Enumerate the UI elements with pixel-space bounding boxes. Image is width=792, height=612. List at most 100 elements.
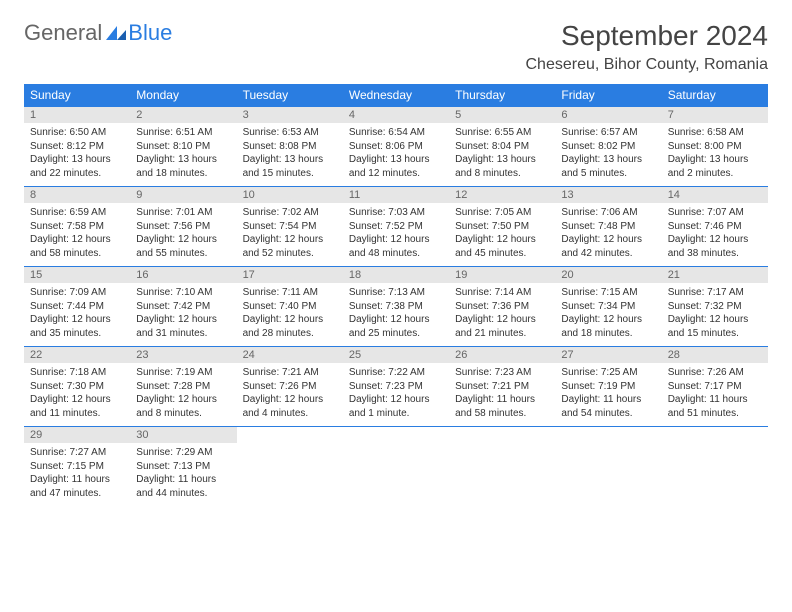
weekday-header: Monday bbox=[130, 84, 236, 107]
day-content: Sunrise: 7:25 AMSunset: 7:19 PMDaylight:… bbox=[555, 363, 661, 426]
weekday-header: Sunday bbox=[24, 84, 130, 107]
day-number: 11 bbox=[343, 187, 449, 203]
day-number: 10 bbox=[237, 187, 343, 203]
logo: General Blue bbox=[24, 20, 172, 46]
weekday-header: Wednesday bbox=[343, 84, 449, 107]
day-number: 4 bbox=[343, 107, 449, 123]
calendar-table: SundayMondayTuesdayWednesdayThursdayFrid… bbox=[24, 84, 768, 506]
calendar-day-cell: 7Sunrise: 6:58 AMSunset: 8:00 PMDaylight… bbox=[662, 107, 768, 187]
day-number: 16 bbox=[130, 267, 236, 283]
calendar-day-cell: 16Sunrise: 7:10 AMSunset: 7:42 PMDayligh… bbox=[130, 267, 236, 347]
calendar-week-row: 29Sunrise: 7:27 AMSunset: 7:15 PMDayligh… bbox=[24, 427, 768, 507]
calendar-day-cell: 30Sunrise: 7:29 AMSunset: 7:13 PMDayligh… bbox=[130, 427, 236, 507]
calendar-day-cell: 21Sunrise: 7:17 AMSunset: 7:32 PMDayligh… bbox=[662, 267, 768, 347]
day-number: 26 bbox=[449, 347, 555, 363]
calendar-day-cell: 14Sunrise: 7:07 AMSunset: 7:46 PMDayligh… bbox=[662, 187, 768, 267]
day-content: Sunrise: 7:14 AMSunset: 7:36 PMDaylight:… bbox=[449, 283, 555, 346]
day-number: 15 bbox=[24, 267, 130, 283]
calendar-day-cell: 27Sunrise: 7:25 AMSunset: 7:19 PMDayligh… bbox=[555, 347, 661, 427]
day-content: Sunrise: 7:27 AMSunset: 7:15 PMDaylight:… bbox=[24, 443, 130, 506]
day-content: Sunrise: 7:17 AMSunset: 7:32 PMDaylight:… bbox=[662, 283, 768, 346]
calendar-day-cell: 3Sunrise: 6:53 AMSunset: 8:08 PMDaylight… bbox=[237, 107, 343, 187]
calendar-day-cell bbox=[449, 427, 555, 507]
day-content: Sunrise: 6:57 AMSunset: 8:02 PMDaylight:… bbox=[555, 123, 661, 186]
day-number: 27 bbox=[555, 347, 661, 363]
calendar-day-cell: 25Sunrise: 7:22 AMSunset: 7:23 PMDayligh… bbox=[343, 347, 449, 427]
day-number: 7 bbox=[662, 107, 768, 123]
calendar-day-cell: 4Sunrise: 6:54 AMSunset: 8:06 PMDaylight… bbox=[343, 107, 449, 187]
calendar-day-cell: 24Sunrise: 7:21 AMSunset: 7:26 PMDayligh… bbox=[237, 347, 343, 427]
calendar-day-cell: 19Sunrise: 7:14 AMSunset: 7:36 PMDayligh… bbox=[449, 267, 555, 347]
calendar-day-cell: 18Sunrise: 7:13 AMSunset: 7:38 PMDayligh… bbox=[343, 267, 449, 347]
day-content: Sunrise: 6:59 AMSunset: 7:58 PMDaylight:… bbox=[24, 203, 130, 266]
calendar-day-cell bbox=[343, 427, 449, 507]
day-content: Sunrise: 6:51 AMSunset: 8:10 PMDaylight:… bbox=[130, 123, 236, 186]
day-number: 21 bbox=[662, 267, 768, 283]
day-number: 20 bbox=[555, 267, 661, 283]
day-number: 30 bbox=[130, 427, 236, 443]
calendar-day-cell: 23Sunrise: 7:19 AMSunset: 7:28 PMDayligh… bbox=[130, 347, 236, 427]
calendar-day-cell: 9Sunrise: 7:01 AMSunset: 7:56 PMDaylight… bbox=[130, 187, 236, 267]
day-number: 23 bbox=[130, 347, 236, 363]
calendar-day-cell: 17Sunrise: 7:11 AMSunset: 7:40 PMDayligh… bbox=[237, 267, 343, 347]
logo-text-blue: Blue bbox=[128, 20, 172, 46]
day-number: 5 bbox=[449, 107, 555, 123]
calendar-day-cell: 6Sunrise: 6:57 AMSunset: 8:02 PMDaylight… bbox=[555, 107, 661, 187]
day-number: 29 bbox=[24, 427, 130, 443]
day-content: Sunrise: 7:01 AMSunset: 7:56 PMDaylight:… bbox=[130, 203, 236, 266]
day-number: 1 bbox=[24, 107, 130, 123]
weekday-header: Tuesday bbox=[237, 84, 343, 107]
calendar-day-cell: 11Sunrise: 7:03 AMSunset: 7:52 PMDayligh… bbox=[343, 187, 449, 267]
day-content: Sunrise: 6:50 AMSunset: 8:12 PMDaylight:… bbox=[24, 123, 130, 186]
day-content: Sunrise: 7:06 AMSunset: 7:48 PMDaylight:… bbox=[555, 203, 661, 266]
day-number: 8 bbox=[24, 187, 130, 203]
day-number: 22 bbox=[24, 347, 130, 363]
calendar-week-row: 22Sunrise: 7:18 AMSunset: 7:30 PMDayligh… bbox=[24, 347, 768, 427]
day-content: Sunrise: 7:29 AMSunset: 7:13 PMDaylight:… bbox=[130, 443, 236, 506]
weekday-header-row: SundayMondayTuesdayWednesdayThursdayFrid… bbox=[24, 84, 768, 107]
day-content: Sunrise: 7:23 AMSunset: 7:21 PMDaylight:… bbox=[449, 363, 555, 426]
weekday-header: Friday bbox=[555, 84, 661, 107]
day-number: 19 bbox=[449, 267, 555, 283]
day-number: 14 bbox=[662, 187, 768, 203]
day-content: Sunrise: 7:22 AMSunset: 7:23 PMDaylight:… bbox=[343, 363, 449, 426]
calendar-day-cell: 28Sunrise: 7:26 AMSunset: 7:17 PMDayligh… bbox=[662, 347, 768, 427]
calendar-day-cell: 22Sunrise: 7:18 AMSunset: 7:30 PMDayligh… bbox=[24, 347, 130, 427]
day-content: Sunrise: 7:21 AMSunset: 7:26 PMDaylight:… bbox=[237, 363, 343, 426]
day-content: Sunrise: 7:09 AMSunset: 7:44 PMDaylight:… bbox=[24, 283, 130, 346]
calendar-day-cell bbox=[555, 427, 661, 507]
location: Chesereu, Bihor County, Romania bbox=[526, 56, 769, 74]
calendar-day-cell: 8Sunrise: 6:59 AMSunset: 7:58 PMDaylight… bbox=[24, 187, 130, 267]
day-content: Sunrise: 7:05 AMSunset: 7:50 PMDaylight:… bbox=[449, 203, 555, 266]
calendar-day-cell: 20Sunrise: 7:15 AMSunset: 7:34 PMDayligh… bbox=[555, 267, 661, 347]
calendar-day-cell: 2Sunrise: 6:51 AMSunset: 8:10 PMDaylight… bbox=[130, 107, 236, 187]
day-number: 28 bbox=[662, 347, 768, 363]
logo-icon bbox=[106, 20, 128, 46]
day-content: Sunrise: 6:58 AMSunset: 8:00 PMDaylight:… bbox=[662, 123, 768, 186]
day-number: 25 bbox=[343, 347, 449, 363]
day-content: Sunrise: 7:19 AMSunset: 7:28 PMDaylight:… bbox=[130, 363, 236, 426]
calendar-day-cell: 29Sunrise: 7:27 AMSunset: 7:15 PMDayligh… bbox=[24, 427, 130, 507]
logo-text-general: General bbox=[24, 20, 102, 46]
calendar-week-row: 1Sunrise: 6:50 AMSunset: 8:12 PMDaylight… bbox=[24, 107, 768, 187]
calendar-body: 1Sunrise: 6:50 AMSunset: 8:12 PMDaylight… bbox=[24, 107, 768, 507]
day-number: 17 bbox=[237, 267, 343, 283]
day-content: Sunrise: 7:03 AMSunset: 7:52 PMDaylight:… bbox=[343, 203, 449, 266]
day-content: Sunrise: 7:10 AMSunset: 7:42 PMDaylight:… bbox=[130, 283, 236, 346]
weekday-header: Thursday bbox=[449, 84, 555, 107]
calendar-day-cell: 10Sunrise: 7:02 AMSunset: 7:54 PMDayligh… bbox=[237, 187, 343, 267]
day-number: 24 bbox=[237, 347, 343, 363]
day-number: 9 bbox=[130, 187, 236, 203]
header: General Blue September 2024 Chesereu, Bi… bbox=[24, 20, 768, 74]
weekday-header: Saturday bbox=[662, 84, 768, 107]
day-number: 12 bbox=[449, 187, 555, 203]
day-content: Sunrise: 7:26 AMSunset: 7:17 PMDaylight:… bbox=[662, 363, 768, 426]
day-content: Sunrise: 7:13 AMSunset: 7:38 PMDaylight:… bbox=[343, 283, 449, 346]
day-content: Sunrise: 7:02 AMSunset: 7:54 PMDaylight:… bbox=[237, 203, 343, 266]
calendar-week-row: 8Sunrise: 6:59 AMSunset: 7:58 PMDaylight… bbox=[24, 187, 768, 267]
calendar-day-cell bbox=[662, 427, 768, 507]
day-content: Sunrise: 7:15 AMSunset: 7:34 PMDaylight:… bbox=[555, 283, 661, 346]
day-content: Sunrise: 7:07 AMSunset: 7:46 PMDaylight:… bbox=[662, 203, 768, 266]
calendar-day-cell: 15Sunrise: 7:09 AMSunset: 7:44 PMDayligh… bbox=[24, 267, 130, 347]
calendar-day-cell: 13Sunrise: 7:06 AMSunset: 7:48 PMDayligh… bbox=[555, 187, 661, 267]
